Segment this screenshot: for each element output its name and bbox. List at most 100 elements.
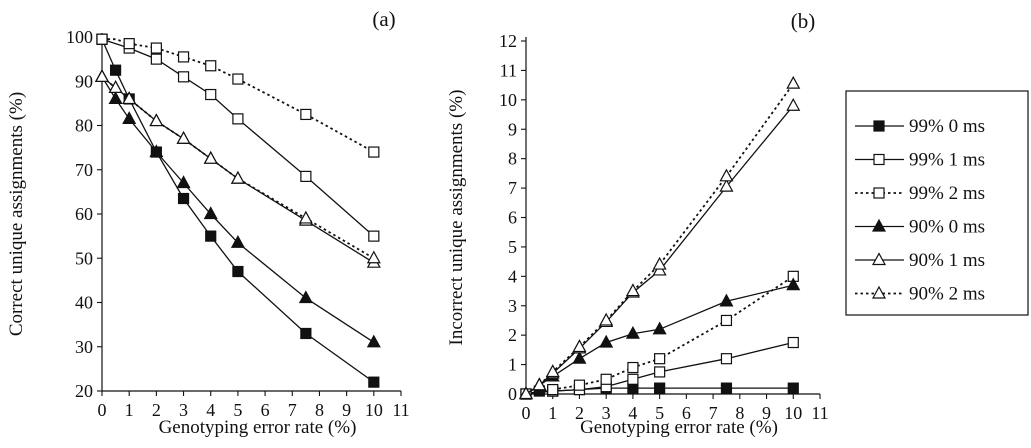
data-point-b-s90_0	[572, 350, 587, 364]
x-tick-label: 11	[811, 403, 828, 423]
panel-label: (a)	[372, 7, 395, 31]
x-tick-label: 9	[342, 400, 351, 420]
data-point-a-s90_2	[176, 131, 191, 144]
x-axis-label: Genotyping error rate (%)	[159, 417, 357, 438]
series-line-s90_1	[101, 76, 375, 264]
data-point-a-s99_2	[205, 60, 217, 72]
legend-marker-s99_1	[873, 153, 885, 166]
data-point-b-s90_2	[518, 386, 534, 400]
series-line-s99_1	[101, 38, 375, 237]
x-tick-label: 4	[206, 400, 215, 420]
x-tick-label: 3	[602, 403, 611, 423]
data-point-a-s99_1	[150, 53, 162, 65]
x-tick-label: 6	[682, 403, 691, 423]
panel-label: (b)	[791, 9, 816, 33]
data-point-b-s90_2	[652, 256, 667, 270]
data-point-b-s90_0	[652, 321, 667, 335]
x-tick-label: 7	[709, 403, 718, 423]
data-point-a-s90_0	[230, 235, 245, 248]
data-point-a-s99_0	[232, 265, 244, 278]
data-point-b-s90_2	[599, 312, 614, 326]
legend-label: 99% 1 ms	[909, 150, 985, 171]
y-tick-label: 9	[508, 119, 517, 139]
data-point-a-s99_1	[300, 170, 312, 182]
y-axis-label: Incorrect unique assignments (%)	[446, 90, 467, 346]
data-point-b-s90_0	[786, 277, 801, 291]
data-point-a-s99_2	[96, 33, 108, 45]
x-tick-label: 10	[784, 403, 802, 423]
x-tick-label: 0	[522, 403, 531, 423]
legend-label: 99% 0 ms	[909, 116, 985, 137]
data-point-a-s90_0	[108, 91, 123, 105]
legend-marker-s90_2	[871, 285, 887, 299]
x-tick-label: 6	[261, 400, 270, 420]
data-point-b-s90_2	[719, 168, 734, 182]
x-tick-label: 7	[288, 400, 297, 420]
data-point-b-s99_2	[627, 361, 639, 374]
x-axis-label: Genotyping error rate (%)	[580, 417, 778, 438]
y-tick-label: 7	[508, 178, 517, 198]
x-tick-label: 10	[365, 400, 383, 420]
data-point-b-s90_0	[625, 325, 640, 339]
data-point-a-s90_0	[122, 111, 137, 124]
data-point-b-s90_0	[599, 334, 614, 348]
y-tick-label: 50	[75, 248, 93, 268]
y-tick-label: 12	[499, 31, 517, 51]
x-tick-label: 11	[392, 400, 409, 420]
y-tick-label: 60	[75, 204, 93, 224]
y-tick-label: 40	[75, 293, 93, 313]
y-tick-label: 70	[75, 160, 93, 180]
y-axis-label: Correct unique assignments (%)	[6, 92, 27, 336]
legend-marker-s99_0	[873, 120, 885, 132]
series-line-s90_2	[525, 83, 795, 395]
x-tick-label: 1	[548, 403, 557, 423]
data-point-b-s90_2	[786, 75, 801, 89]
data-point-a-s99_2	[232, 73, 244, 85]
y-tick-label: 10	[499, 90, 517, 110]
data-point-a-s90_2	[94, 69, 110, 82]
data-point-a-s99_2	[123, 38, 135, 50]
data-point-b-s99_2	[654, 353, 666, 365]
y-tick-label: 4	[508, 266, 517, 286]
series-line-s99_2	[525, 275, 794, 395]
data-point-b-s99_2	[600, 373, 612, 385]
y-tick-label: 3	[508, 296, 517, 316]
data-point-a-s90_2	[149, 113, 164, 127]
legend-label: 90% 1 ms	[909, 250, 985, 271]
data-point-b-s90_1	[786, 97, 801, 111]
data-point-b-s99_1	[654, 366, 666, 378]
data-point-a-s99_2	[300, 108, 312, 121]
data-point-a-s99_0	[109, 64, 122, 76]
series-line-s90_2	[101, 76, 375, 260]
x-tick-label: 8	[315, 400, 324, 420]
y-tick-label: 2	[508, 325, 517, 345]
data-point-a-s90_0	[366, 334, 381, 348]
data-point-a-s99_2	[177, 51, 190, 63]
y-tick-label: 8	[508, 149, 517, 169]
legend-label: 99% 2 ms	[909, 183, 985, 204]
data-point-a-s90_0	[298, 290, 313, 304]
series-line-s90_0	[525, 284, 794, 395]
data-point-b-s90_2	[572, 339, 587, 353]
data-point-a-s99_0	[300, 327, 312, 340]
x-tick-label: 0	[98, 400, 107, 420]
data-point-b-s99_1	[720, 353, 733, 365]
data-point-a-s90_2	[298, 210, 313, 224]
x-tick-label: 5	[233, 400, 242, 420]
legend-label: 90% 0 ms	[909, 217, 985, 238]
data-point-b-s99_0	[720, 382, 733, 394]
data-point-b-s99_0	[654, 382, 666, 394]
data-point-a-s99_0	[368, 376, 380, 388]
data-point-a-s90_2	[108, 80, 123, 93]
y-tick-label: 30	[75, 337, 93, 357]
y-tick-label: 1	[508, 355, 517, 375]
data-point-b-s99_2	[720, 314, 733, 327]
data-point-a-s99_1	[232, 113, 244, 125]
data-point-a-s99_1	[177, 71, 190, 83]
data-point-b-s99_1	[787, 336, 799, 349]
series-line-s90_1	[525, 105, 794, 395]
data-point-a-s90_2	[122, 91, 137, 105]
